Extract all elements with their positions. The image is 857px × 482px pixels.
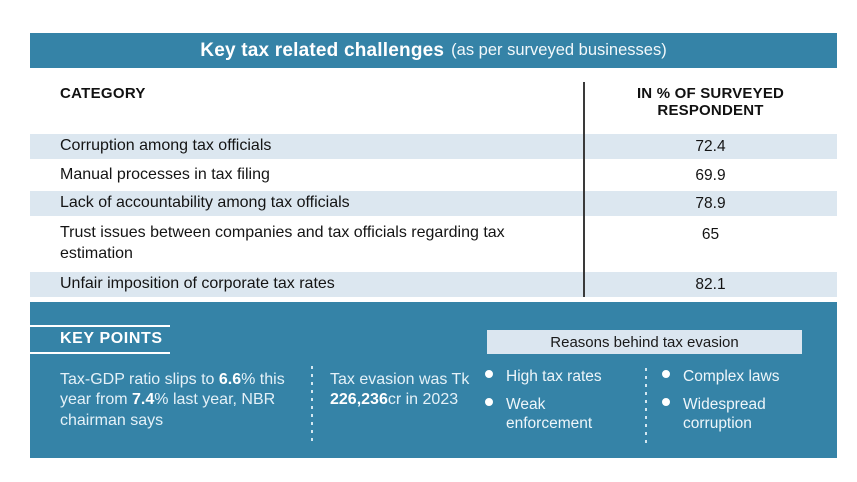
tax-evasion-point: Tax evasion was Tk 226,236cr in 2023: [330, 370, 480, 411]
reason-label: Complex laws: [683, 368, 780, 385]
tax-gdp-text: % this year from: [60, 371, 285, 409]
reason-item: Complex laws: [662, 368, 791, 387]
value-cell: 69.9: [695, 166, 726, 184]
tax-gdp-point: Tax-GDP ratio slips to 6.6% this year fr…: [60, 370, 300, 431]
key-points-panel: KEY POINTS Tax-GDP ratio slips to 6.6% t…: [30, 302, 837, 458]
category-cell: Corruption among tax officials: [60, 137, 272, 155]
column-header-category: CATEGORY: [60, 85, 146, 102]
reason-label: Widespread corruption: [683, 396, 766, 432]
tax-evasion-text: cr in 2023: [387, 391, 459, 409]
tax-gdp-value-new: 6.6: [218, 371, 242, 388]
reason-item: High tax rates: [485, 368, 614, 387]
value-cell: 65: [701, 226, 720, 243]
page-title: Key tax related challenges: [200, 39, 445, 61]
bullet-circle-icon: [662, 370, 670, 378]
tax-evasion-text: Tax evasion was Tk: [330, 371, 470, 388]
dotted-divider: [311, 366, 313, 442]
table-row: Unfair imposition of corporate tax rates…: [30, 272, 837, 297]
dotted-divider: [645, 368, 647, 446]
title-bar: Key tax related challenges (as per surve…: [30, 33, 837, 68]
value-cell: 82.1: [695, 275, 726, 293]
reason-label: High tax rates: [506, 368, 602, 385]
bullet-circle-icon: [485, 370, 493, 378]
reason-label: Weak enforcement: [506, 396, 593, 432]
table-row: Trust issues between companies and tax o…: [30, 220, 837, 268]
reason-item: Widespread corruption: [662, 396, 791, 434]
table-row: Corruption among tax officials 72.4: [30, 134, 837, 159]
bullet-circle-icon: [662, 398, 670, 406]
table-row: Manual processes in tax filing 69.9: [30, 163, 837, 188]
reason-item: Weak enforcement: [485, 396, 614, 434]
bullet-circle-icon: [485, 398, 493, 406]
category-cell: Lack of accountability among tax officia…: [60, 194, 350, 212]
tax-gdp-value-old: 7.4: [132, 391, 155, 409]
category-cell: Unfair imposition of corporate tax rates: [60, 275, 335, 293]
tax-evasion-amount: 226,236: [330, 391, 388, 409]
table-row: Lack of accountability among tax officia…: [30, 191, 837, 216]
reasons-header-box: Reasons behind tax evasion: [487, 330, 802, 354]
value-cell: 78.9: [695, 194, 726, 212]
tax-gdp-text: % last year, NBR chairman says: [60, 391, 276, 429]
reasons-header-label: Reasons behind tax evasion: [550, 333, 739, 351]
key-points-banner: KEY POINTS: [30, 325, 170, 354]
page-subtitle: (as per surveyed businesses): [451, 41, 667, 59]
value-cell: 72.4: [695, 137, 726, 155]
tax-gdp-text: Tax-GDP ratio slips to: [60, 371, 219, 388]
column-divider-line: [583, 82, 585, 297]
key-points-heading: KEY POINTS: [60, 330, 163, 347]
column-header-percent: IN % OF SURVEYED RESPONDENT: [636, 85, 785, 120]
category-cell: Trust issues between companies and tax o…: [60, 224, 505, 262]
category-cell: Manual processes in tax filing: [60, 166, 270, 184]
